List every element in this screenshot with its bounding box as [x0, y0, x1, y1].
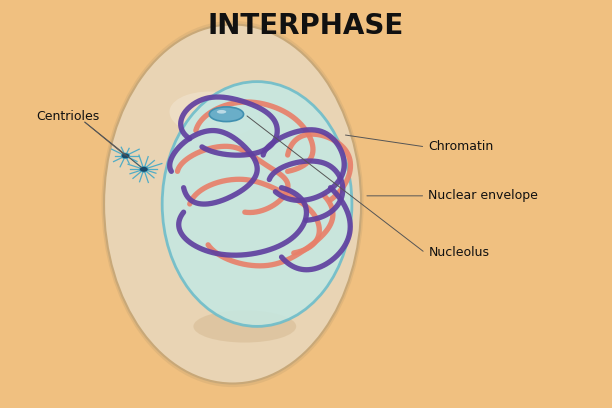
Circle shape [140, 166, 148, 172]
Ellipse shape [162, 82, 352, 326]
Ellipse shape [104, 24, 361, 384]
Text: Chromatin: Chromatin [428, 140, 494, 153]
Text: Nuclear envelope: Nuclear envelope [428, 189, 539, 202]
Circle shape [121, 153, 130, 159]
Ellipse shape [193, 310, 296, 343]
Text: Centrioles: Centrioles [37, 110, 100, 123]
Ellipse shape [102, 21, 364, 387]
Text: INTERPHASE: INTERPHASE [208, 12, 404, 40]
Ellipse shape [209, 107, 244, 122]
Ellipse shape [217, 110, 226, 114]
Text: Nucleolus: Nucleolus [428, 246, 490, 259]
Ellipse shape [170, 91, 259, 137]
